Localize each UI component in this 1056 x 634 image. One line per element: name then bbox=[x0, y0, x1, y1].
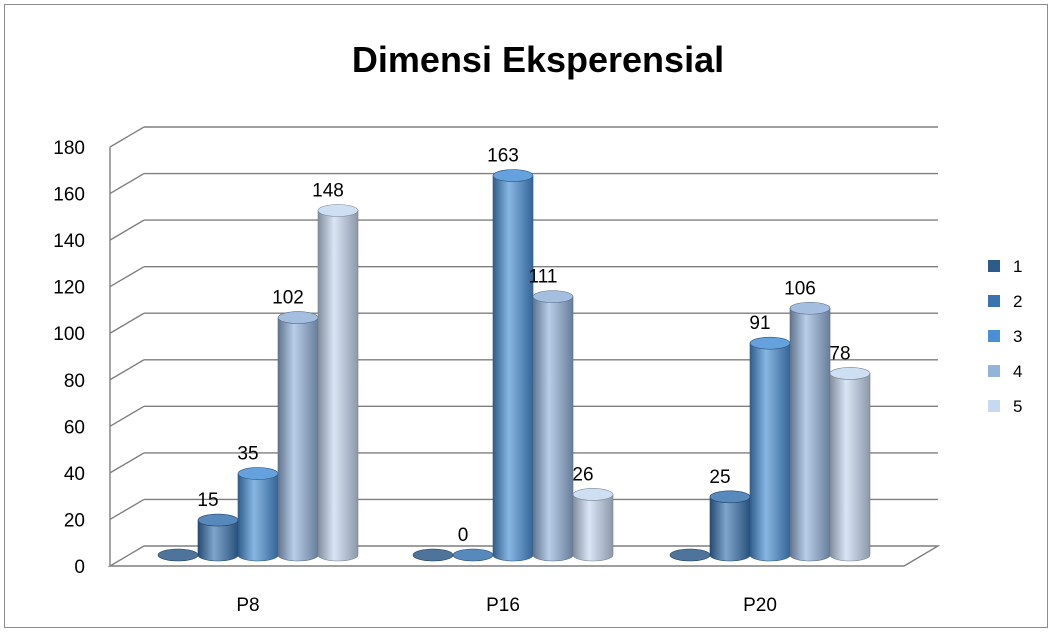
bar-P8-series-3 bbox=[237, 467, 279, 562]
bar-P20-series-2 bbox=[709, 490, 751, 562]
y-axis-ticks: 0 20 40 60 80 100 120 140 160 180 bbox=[53, 138, 85, 578]
chart-title: Dimensi Eksperensial bbox=[352, 39, 724, 80]
y-tick-label: 180 bbox=[53, 138, 85, 159]
data-label: 106 bbox=[784, 278, 816, 299]
legend-label: 3 bbox=[1013, 327, 1022, 346]
data-label: 35 bbox=[237, 444, 258, 465]
x-tick-label: P20 bbox=[743, 595, 777, 616]
y-tick-label: 0 bbox=[74, 557, 85, 578]
x-axis-ticks: P8 P16 P20 bbox=[236, 595, 777, 616]
legend-swatch bbox=[988, 295, 1000, 307]
bar-P8-series-1 bbox=[157, 548, 199, 562]
gridline-diagonal bbox=[109, 498, 145, 521]
gridline-diagonal bbox=[109, 359, 145, 381]
y-tick-label: 40 bbox=[64, 464, 85, 485]
data-label: 15 bbox=[197, 490, 218, 511]
bar-P8-series-5 bbox=[317, 204, 359, 562]
legend: 1 2 3 4 5 bbox=[988, 257, 1022, 416]
y-tick-label: 140 bbox=[53, 231, 85, 252]
data-label: 78 bbox=[829, 343, 850, 364]
data-labels: 15 35 102 148 0 163 111 26 25 91 106 78 bbox=[197, 146, 850, 546]
gridline-diagonal bbox=[109, 452, 145, 474]
gridline-diagonal bbox=[109, 219, 145, 241]
data-label: 111 bbox=[529, 267, 558, 288]
y-tick-label: 120 bbox=[53, 278, 85, 299]
legend-label: 5 bbox=[1013, 397, 1022, 416]
bar-P20-series-4 bbox=[789, 301, 831, 562]
y-tick-label: 160 bbox=[53, 185, 85, 206]
bar-P16-series-5 bbox=[572, 488, 614, 562]
bar-P16-series-3 bbox=[492, 169, 534, 562]
bar-P8-series-2 bbox=[197, 513, 239, 562]
bar-P16-series-4 bbox=[532, 290, 574, 562]
gridline-diagonal bbox=[109, 266, 145, 288]
legend-swatch bbox=[988, 365, 1000, 377]
legend-swatch bbox=[988, 260, 1000, 272]
x-tick-label: P8 bbox=[236, 595, 259, 616]
y-tick-label: 100 bbox=[53, 324, 85, 345]
gridline-diagonal bbox=[109, 172, 145, 195]
data-label: 26 bbox=[572, 464, 593, 485]
legend-swatch bbox=[988, 330, 1000, 342]
data-label: 102 bbox=[272, 288, 304, 309]
data-label: 25 bbox=[709, 467, 730, 488]
legend-swatch bbox=[988, 400, 1000, 412]
data-label: 163 bbox=[487, 146, 519, 167]
y-tick-label: 20 bbox=[64, 510, 85, 531]
chart-floor bbox=[107, 545, 941, 567]
data-label: 0 bbox=[458, 525, 469, 546]
gridline-diagonal bbox=[109, 405, 145, 427]
bar-P20-series-5 bbox=[829, 367, 871, 562]
bar-P16-series-1 bbox=[412, 548, 454, 562]
data-label: 148 bbox=[312, 180, 344, 201]
x-tick-label: P16 bbox=[486, 595, 520, 616]
legend-label: 2 bbox=[1013, 292, 1022, 311]
y-tick-label: 60 bbox=[64, 417, 85, 438]
legend-label: 4 bbox=[1013, 362, 1022, 381]
gridline-diagonal bbox=[109, 126, 145, 148]
legend-label: 1 bbox=[1013, 257, 1022, 276]
gridline-diagonal bbox=[109, 312, 145, 334]
data-label: 91 bbox=[749, 313, 770, 334]
bars bbox=[157, 169, 871, 562]
bar-P8-series-4 bbox=[277, 311, 319, 562]
bar-P16-series-2 bbox=[452, 548, 494, 562]
bar-P20-series-3 bbox=[749, 336, 791, 562]
y-tick-label: 80 bbox=[64, 371, 85, 392]
bar-P20-series-1 bbox=[669, 548, 711, 562]
